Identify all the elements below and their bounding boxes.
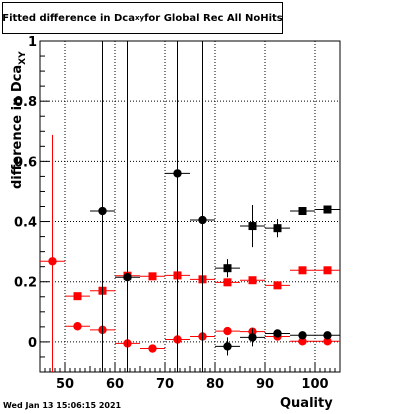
data-series (40, 134, 340, 372)
chart-title: Fitted difference in Dca xy for Global Re… (2, 2, 283, 34)
data-point-circle (298, 331, 307, 340)
chart-title-sub: xy (134, 14, 145, 22)
x-tick-label: 50 (56, 377, 74, 392)
x-tick-label: 80 (206, 377, 224, 392)
data-point-circle (198, 215, 207, 225)
x-tick-label: 70 (156, 377, 174, 392)
data-point-square (73, 292, 82, 301)
data-point-circle (98, 206, 107, 216)
data-point-circle (223, 342, 232, 351)
y-axis-label: difference in DcaXY (10, 51, 28, 189)
data-point-square (298, 207, 307, 216)
data-point-circle (123, 273, 132, 282)
data-point-circle (73, 322, 82, 331)
data-point-square (148, 272, 157, 281)
data-point-circle (298, 337, 307, 346)
tick-labels: 50 60 70 80 90 100 0 0.2 0.4 0.6 0.8 1 (14, 35, 329, 392)
data-point-square (248, 276, 257, 285)
y-axis-label-main: difference in Dca (10, 64, 25, 189)
data-point-square (298, 266, 307, 275)
chart-title-prefix: Fitted difference in Dca (2, 12, 135, 24)
y-tick-label: 0.8 (14, 95, 37, 110)
data-point-circle (48, 257, 57, 266)
data-point-square (223, 278, 232, 287)
y-tick-label: 0.4 (14, 216, 37, 231)
data-point-square (273, 224, 282, 233)
timestamp: Wed Jan 13 15:06:15 2021 (3, 401, 122, 410)
x-axis-label: Quality (280, 396, 333, 411)
y-tick-label: 0.6 (14, 155, 37, 170)
y-tick-label: 0.2 (14, 276, 37, 291)
data-point-circle (323, 337, 332, 346)
axis-ticks (39, 40, 341, 373)
x-tick-label: 60 (106, 377, 124, 392)
data-point-circle (148, 344, 157, 353)
y-axis-label-sub: XY (18, 51, 28, 65)
data-point-square (273, 281, 282, 290)
chart-title-suffix: for Global Rec All NoHits (144, 12, 283, 24)
data-point-square (223, 264, 232, 273)
data-point-circle (273, 329, 282, 338)
data-series (90, 41, 340, 372)
data-point-circle (173, 169, 182, 178)
plot-frame (39, 40, 341, 373)
data-point-square (248, 222, 257, 231)
x-tick-label: 90 (256, 377, 274, 392)
y-tick-label: 0 (28, 336, 37, 351)
data-points (40, 41, 340, 372)
data-point-circle (323, 331, 332, 340)
data-series (215, 204, 340, 278)
grid (40, 40, 340, 372)
y-tick-label: 1 (28, 35, 37, 50)
data-point-circle (223, 326, 232, 336)
data-point-square (323, 205, 332, 214)
x-tick-label: 100 (301, 377, 328, 392)
data-point-square (323, 266, 332, 275)
data-point-circle (248, 333, 257, 342)
